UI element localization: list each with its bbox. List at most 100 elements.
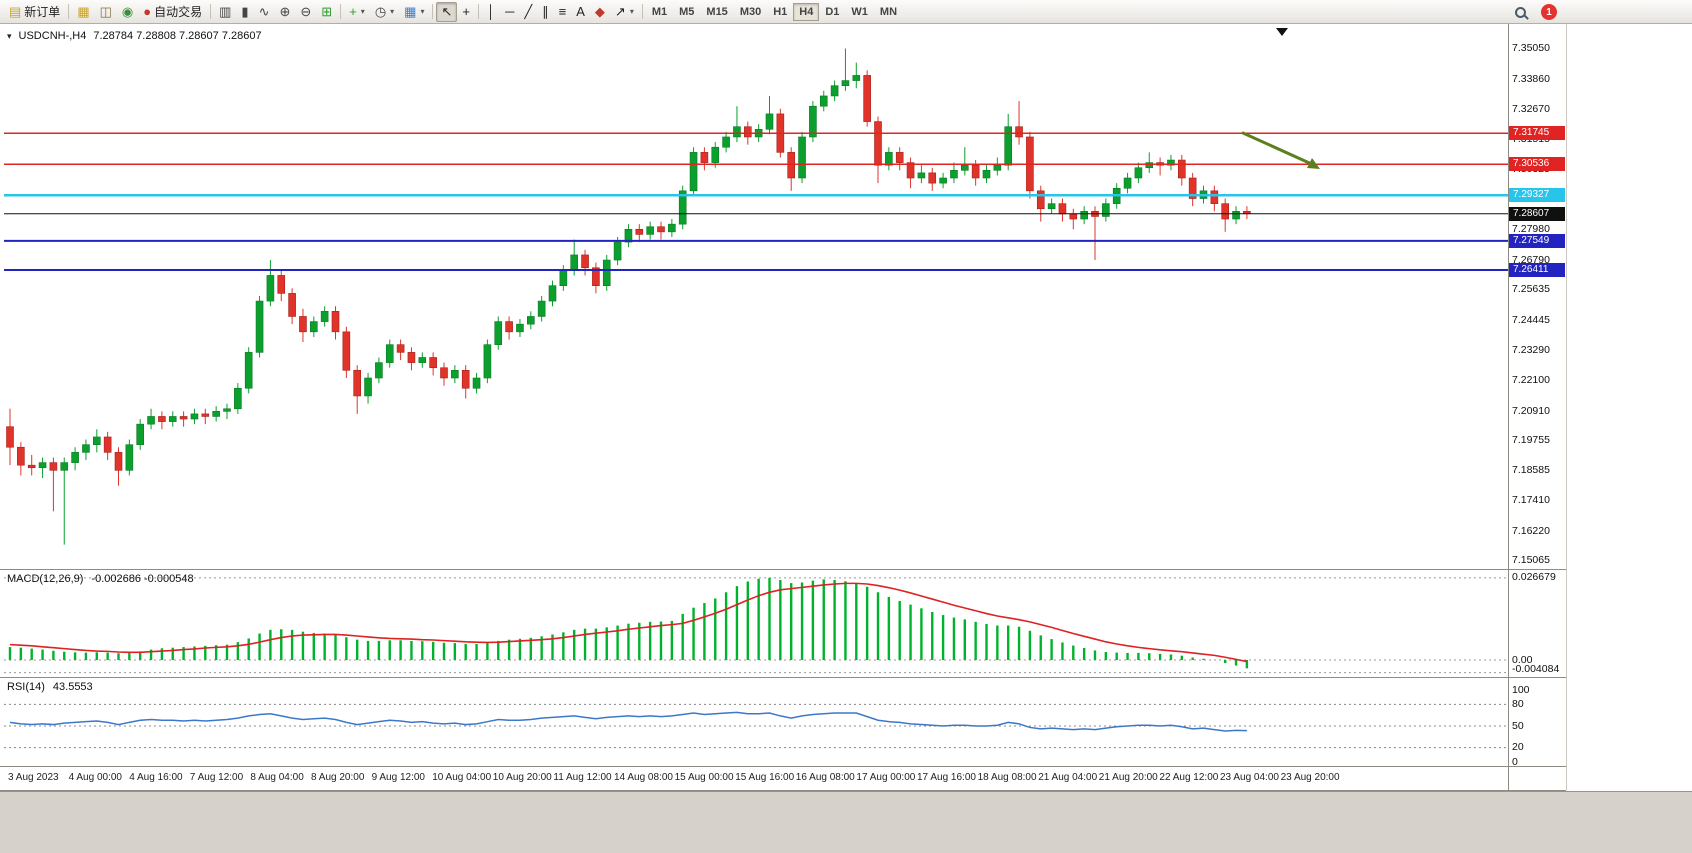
price-axis[interactable] (1508, 24, 1566, 790)
vertical-line-button[interactable]: │ (482, 2, 500, 22)
arrows-dropdown-icon[interactable]: ▾ (629, 7, 634, 16)
zoom-in-button[interactable]: ⊕ (274, 2, 295, 22)
candle-body (266, 275, 275, 302)
indicators-dropdown-icon[interactable]: ▾ (360, 7, 365, 16)
equidistant-channel-button[interactable]: ∥ (537, 2, 554, 22)
candle-body (722, 136, 730, 148)
tile-windows-button[interactable]: ⊞ (316, 2, 337, 22)
indicators-button[interactable]: + ▾ (344, 2, 370, 22)
fibonacci-button[interactable]: ≡ (554, 2, 572, 22)
new-order-button[interactable]: ▤ 新订单 (4, 2, 65, 22)
candle-body (516, 323, 524, 333)
trendline-button[interactable]: ╱ (519, 2, 537, 22)
candle-body (960, 164, 969, 171)
periods-dropdown-icon[interactable]: ▾ (390, 7, 395, 16)
candle-body (440, 367, 448, 379)
candle-body (255, 300, 264, 353)
candle-body (309, 321, 318, 333)
candle-body (624, 228, 633, 243)
candle-body (136, 423, 144, 445)
candle-body (342, 331, 351, 371)
chart-title: ▾ USDCNH-,H4 7.28784 7.28808 7.28607 7.2… (7, 30, 262, 42)
candle-body (1221, 203, 1229, 220)
candle-body (125, 444, 134, 471)
panel-splitter[interactable] (0, 677, 1566, 678)
symbol-dropdown-icon[interactable]: ▾ (7, 30, 12, 41)
arrows-button[interactable]: ↗ ▾ (610, 2, 639, 22)
candle-body (657, 226, 665, 233)
periods-button[interactable]: ◷ ▾ (370, 2, 399, 22)
search-button[interactable] (1510, 2, 1531, 22)
timeframe-m1-button[interactable]: M1 (651, 5, 668, 18)
candle-body (472, 377, 481, 389)
bar-chart-icon: ▥ (219, 4, 232, 19)
timeframe-d1-button[interactable]: D1 (825, 5, 840, 18)
candle-body (993, 164, 1002, 171)
candle-body (895, 152, 904, 163)
chart-area[interactable] (0, 24, 1508, 767)
zoom-out-button[interactable]: ⊖ (295, 2, 316, 22)
horizontal-line-button[interactable]: ─ (500, 2, 519, 22)
timeframe-w1-button[interactable]: W1 (851, 5, 868, 18)
auto-trading-button[interactable]: ● 自动交易 (138, 2, 207, 22)
candle-body (548, 285, 557, 302)
panel-splitter[interactable] (0, 766, 1566, 767)
templates-dropdown-icon[interactable]: ▾ (420, 7, 425, 16)
line-chart-button[interactable]: ∿ (254, 2, 275, 22)
auto-trading-label: 自动交易 (154, 5, 203, 19)
candle-body (1145, 162, 1154, 169)
candle-body (874, 121, 882, 166)
notification-badge[interactable]: 1 (1541, 4, 1557, 20)
candle-body (244, 352, 253, 389)
zoom-in-icon: ⊕ (279, 4, 291, 19)
candle-body (537, 300, 546, 317)
candle-body (49, 462, 58, 471)
timeframe-m5-button[interactable]: M5 (679, 5, 695, 18)
candle-body (1210, 190, 1219, 204)
time-axis[interactable] (0, 767, 1508, 790)
window-right-border (1566, 24, 1567, 790)
toolbar-separator (68, 4, 70, 19)
panel-splitter[interactable] (0, 569, 1566, 570)
timeframe-mn-button[interactable]: MN (879, 5, 898, 18)
candle-body (526, 316, 535, 325)
profiles-button[interactable]: ◫ (95, 2, 117, 22)
cursor-icon: ↖ (441, 4, 453, 19)
candle-body (852, 75, 861, 81)
candle-body (277, 275, 286, 294)
new-chart-button[interactable]: ▦ (72, 2, 94, 22)
timeframe-h1-button[interactable]: H1 (773, 5, 788, 18)
tile-windows-icon: ⊞ (321, 4, 333, 19)
text-label-button[interactable]: ◆ (590, 2, 610, 22)
toolbar: ▤ 新订单 ▦ ◫ ◉ ● 自动交易 ▥ ▮ ∿ ⊕ ⊖ ⊞ + ▾ ◷ ▾ ▦ ▾ ↖ + │ ─ ╱ ∥ ≡ A ◆ ↗ ▾ M1 M5 M… (0, 0, 1692, 24)
data-window-icon: ◉ (121, 4, 134, 19)
candle-body (841, 80, 850, 86)
cursor-button[interactable]: ↖ (436, 1, 458, 22)
crosshair-button[interactable]: + (457, 2, 475, 22)
indicators-icon: + (349, 4, 357, 19)
bar-chart-button[interactable]: ▥ (214, 2, 236, 22)
candlestick-chart-button[interactable]: ▮ (236, 2, 253, 22)
rsi-value: 43.5553 (52, 681, 93, 693)
macd-title: MACD(12,26,9) -0.002686 -0.000548 (7, 573, 194, 585)
candle-body (1134, 167, 1143, 179)
macd-label: MACD(12,26,9) (7, 573, 84, 585)
chart-shift-marker[interactable] (1276, 28, 1288, 36)
trend-arrow-line[interactable] (1241, 131, 1318, 168)
candle-body (819, 95, 828, 107)
toolbar-separator (210, 4, 212, 19)
text-button[interactable]: A (571, 2, 590, 22)
candle-body (461, 370, 470, 389)
timeframe-h4-button[interactable]: H4 (793, 2, 820, 21)
candle-body (939, 177, 947, 184)
macd-values: -0.002686 -0.000548 (91, 573, 194, 585)
timeframe-m15-button[interactable]: M15 (706, 5, 728, 18)
candle-body (483, 344, 492, 379)
candle-body (331, 311, 340, 333)
timeframe-m30-button[interactable]: M30 (739, 5, 762, 18)
data-window-button[interactable]: ◉ (117, 2, 138, 22)
rsi-label: RSI(14) (7, 681, 45, 693)
text-label-icon: ◆ (594, 4, 605, 19)
templates-button[interactable]: ▦ ▾ (399, 2, 429, 22)
